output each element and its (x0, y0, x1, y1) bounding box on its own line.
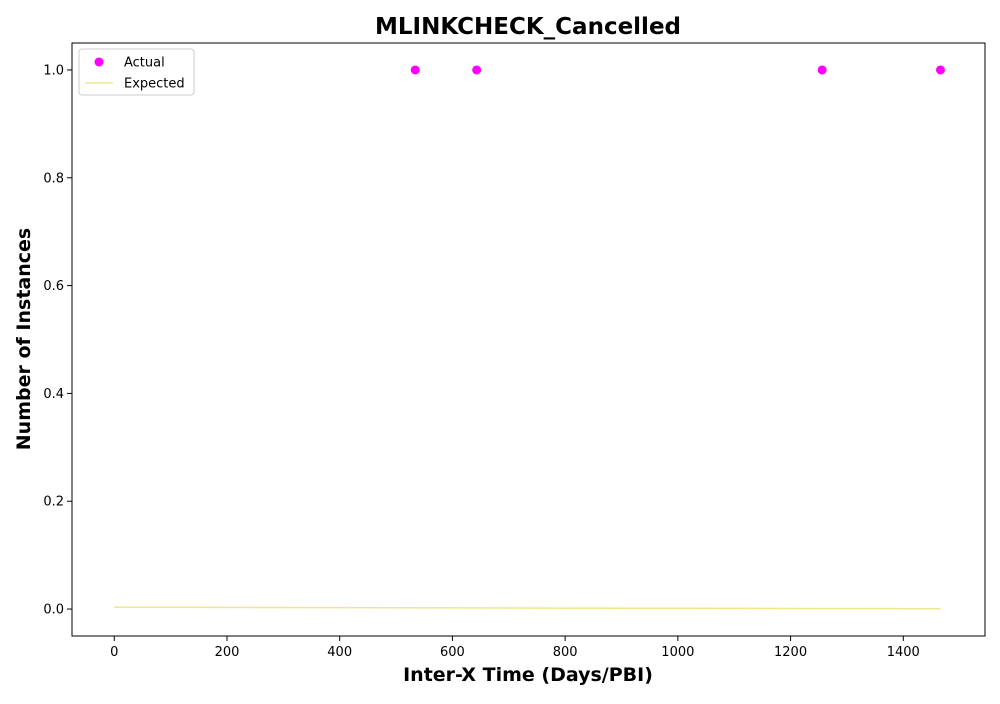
x-tick-label: 400 (327, 645, 352, 660)
x-tick-label: 200 (215, 645, 240, 660)
legend-label-actual: Actual (124, 56, 165, 71)
legend-marker-actual (94, 57, 104, 67)
data-point-actual (472, 65, 482, 75)
data-point-actual (935, 65, 945, 75)
y-tick-label: 1.0 (43, 63, 64, 78)
x-tick-label: 1000 (661, 645, 694, 660)
y-tick-label: 0.0 (43, 603, 64, 618)
y-tick-label: 0.8 (43, 171, 64, 186)
plot-frame (71, 42, 986, 637)
y-axis-label: Number of Instances (13, 228, 35, 450)
x-tick-label: 0 (110, 645, 118, 660)
x-tick-label: 1200 (774, 645, 807, 660)
x-tick-label: 600 (440, 645, 465, 660)
legend-label-expected: Expected (124, 77, 185, 92)
chart-title: MLINKCHECK_Cancelled (375, 14, 681, 40)
data-point-actual (410, 65, 420, 75)
y-tick-label: 0.4 (43, 387, 64, 402)
series-line-expected (114, 606, 941, 610)
y-tick-label: 0.6 (43, 279, 64, 294)
x-axis-label: Inter-X Time (Days/PBI) (403, 664, 653, 686)
data-point-actual (817, 65, 827, 75)
plot-layer: 0 200 400 600 800 1000 1200 1400 0.0 0.2 0.4 0.6 0.8… (43, 63, 945, 660)
y-tick-label: 0.2 (43, 495, 64, 510)
x-tick-label: 1400 (887, 645, 920, 660)
legend: Actual Expected (78, 48, 195, 96)
x-tick-label: 800 (553, 645, 578, 660)
